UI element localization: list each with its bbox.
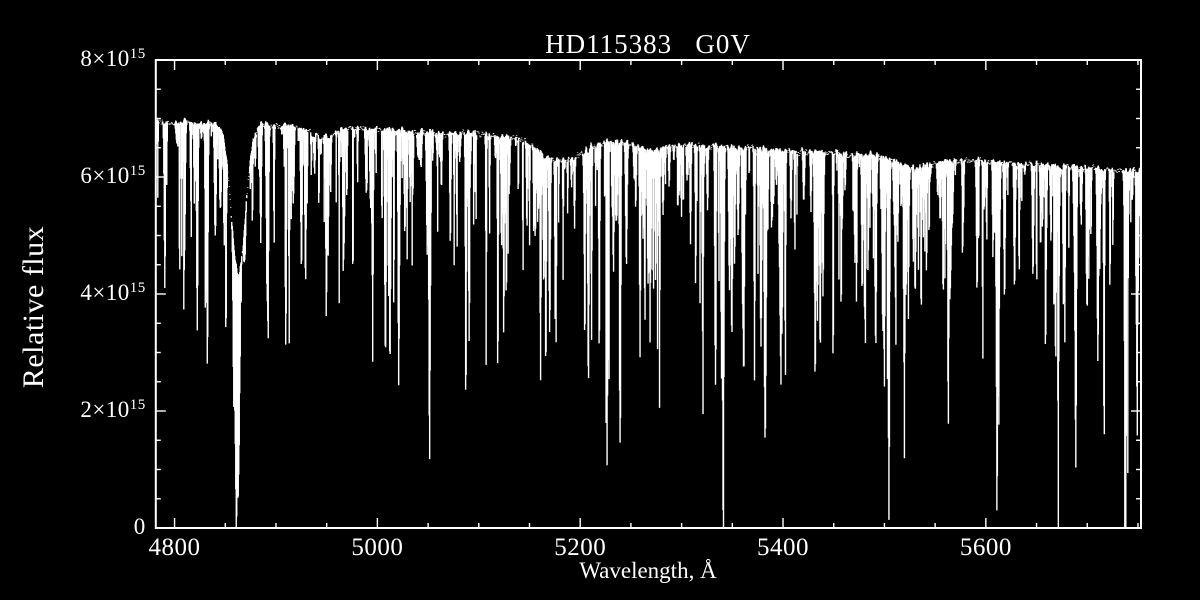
svg-text:4800: 4800 [149, 534, 201, 561]
svg-text:5400: 5400 [757, 534, 809, 561]
svg-text:HD115383 G0V: HD115383 G0V [545, 29, 751, 59]
svg-text:5000: 5000 [351, 534, 403, 561]
svg-text:Wavelength, Å: Wavelength, Å [579, 558, 717, 583]
svg-text:5600: 5600 [960, 534, 1012, 561]
svg-text:Relative flux: Relative flux [17, 226, 50, 388]
svg-text:5200: 5200 [554, 534, 606, 561]
svg-text:0: 0 [134, 514, 146, 539]
